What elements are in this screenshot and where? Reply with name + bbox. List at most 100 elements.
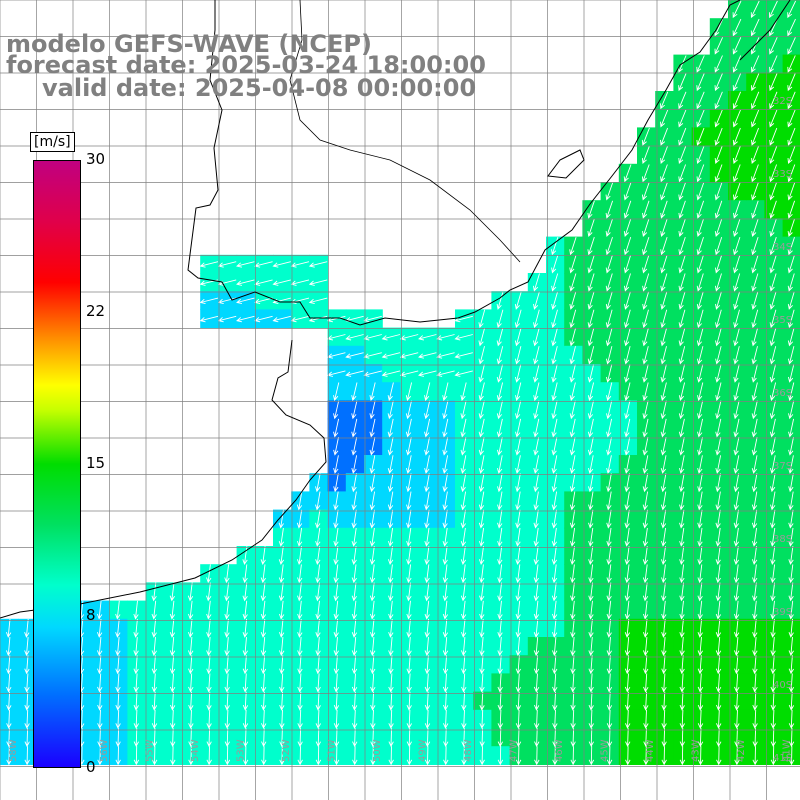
wind-arrow [333,418,340,438]
wind-arrow [151,618,157,638]
wind-arrow [533,291,540,310]
wind-arrow [514,364,522,383]
wind-arrow [606,491,612,511]
wind-arrow [424,473,430,493]
wind-arrow [333,473,339,493]
wind-arrow [133,655,139,675]
wind-arrow [643,746,649,766]
colorbar-tick-8: 8 [86,606,96,624]
wind-arrow [497,582,503,602]
wind-arrow [769,200,777,219]
wind-arrow [497,564,503,584]
wind-arrow [769,382,777,402]
wind-arrow [279,691,285,711]
wind-arrow [788,746,795,766]
wind-arrow [188,709,194,729]
wind-arrow [733,455,740,474]
wind-arrow [697,728,704,748]
wind-arrow [624,618,631,638]
wind-arrow [587,273,595,292]
wind-arrow [733,600,740,620]
wind-arrow [242,709,249,729]
wind-arrow [660,382,667,402]
wind-arrow [770,709,776,729]
wind-arrow [588,473,594,493]
wind-arrow [660,109,669,128]
wind-arrow [515,455,521,474]
wind-arrow [752,673,758,693]
wind-arrow [442,546,448,565]
wind-arrow [697,473,703,493]
wind-arrow [660,127,669,146]
wind-arrow [697,418,704,438]
wind-arrow [388,637,394,657]
wind-arrow [697,491,703,511]
wind-arrow [678,418,685,438]
wind-arrow [460,600,467,620]
wind-arrow [770,637,776,657]
wind-arrow [569,473,576,493]
wind-arrow [788,546,794,565]
wind-arrow [624,346,631,365]
wind-arrow [716,746,722,766]
wind-arrow [642,273,650,292]
wind-arrow [333,746,340,766]
wind-arrow [732,164,741,183]
wind-arrow [751,218,759,237]
wind-arrow [569,291,577,310]
wind-arrow [461,673,467,693]
wind-arrow [661,655,667,675]
wind-arrow [242,600,248,620]
wind-arrow [479,673,485,693]
wind-arrow [733,200,741,219]
wind-arrow [660,546,667,565]
wind-arrow [351,691,358,711]
wind-arrow [496,327,504,347]
wind-arrow [496,346,504,365]
wind-arrow [697,600,703,620]
wind-arrow [290,315,310,323]
wind-arrow [660,182,668,201]
wind-arrow [696,55,705,73]
wind-arrow [734,709,740,729]
wind-arrow [351,400,358,420]
wind-arrow [642,582,649,602]
wind-arrow [678,400,685,420]
wind-arrow [461,691,467,711]
wind-arrow [460,509,466,529]
wind-arrow [697,655,703,675]
wind-arrow [97,746,103,766]
wind-arrow [242,691,249,711]
wind-arrow [6,655,12,675]
wind-arrow [770,600,776,620]
wind-arrow [442,509,448,529]
wind-arrow [497,637,503,657]
wind-arrow [206,637,212,657]
wind-arrow [606,382,613,402]
wind-arrow [515,546,521,565]
wind-arrow [278,527,285,547]
wind-arrow [327,352,346,359]
wind-arrow [388,746,394,766]
wind-arrow [381,370,401,377]
wind-arrow [381,352,401,359]
wind-arrow [569,400,576,420]
wind-arrow [624,709,631,729]
wind-arrow [788,491,794,511]
wind-arrow [750,0,760,19]
wind-arrow [315,582,321,602]
wind-arrow [606,400,613,420]
wind-arrow [133,709,139,729]
wind-arrow [242,637,248,657]
wind-arrow [552,709,558,729]
wind-arrow [115,709,121,729]
wind-arrow [496,455,503,474]
wind-arrow [461,728,467,748]
wind-arrow [732,109,741,128]
wind-arrow [733,218,741,237]
wind-arrow [715,600,722,620]
wind-arrow [751,473,758,493]
wind-arrow [169,637,176,657]
wind-arrow [660,236,668,256]
